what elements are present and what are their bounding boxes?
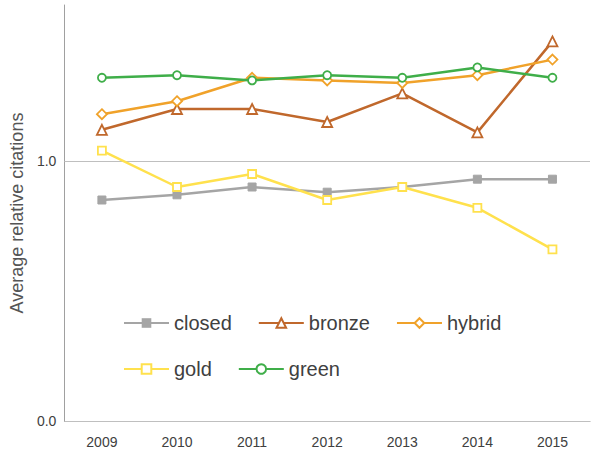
svg-text:2014: 2014 — [462, 434, 493, 450]
svg-text:bronze: bronze — [309, 312, 370, 334]
svg-text:2015: 2015 — [537, 434, 568, 450]
svg-text:hybrid: hybrid — [447, 312, 501, 334]
svg-text:2012: 2012 — [312, 434, 343, 450]
svg-text:2013: 2013 — [387, 434, 418, 450]
svg-text:2011: 2011 — [237, 434, 267, 450]
svg-text:1.0: 1.0 — [37, 153, 57, 169]
svg-text:closed: closed — [174, 312, 232, 334]
svg-text:gold: gold — [174, 358, 212, 380]
svg-text:2010: 2010 — [161, 434, 192, 450]
svg-text:green: green — [289, 358, 340, 380]
svg-text:2009: 2009 — [86, 434, 117, 450]
svg-text:Average relative citations: Average relative citations — [7, 113, 27, 314]
svg-text:0.0: 0.0 — [37, 413, 57, 429]
